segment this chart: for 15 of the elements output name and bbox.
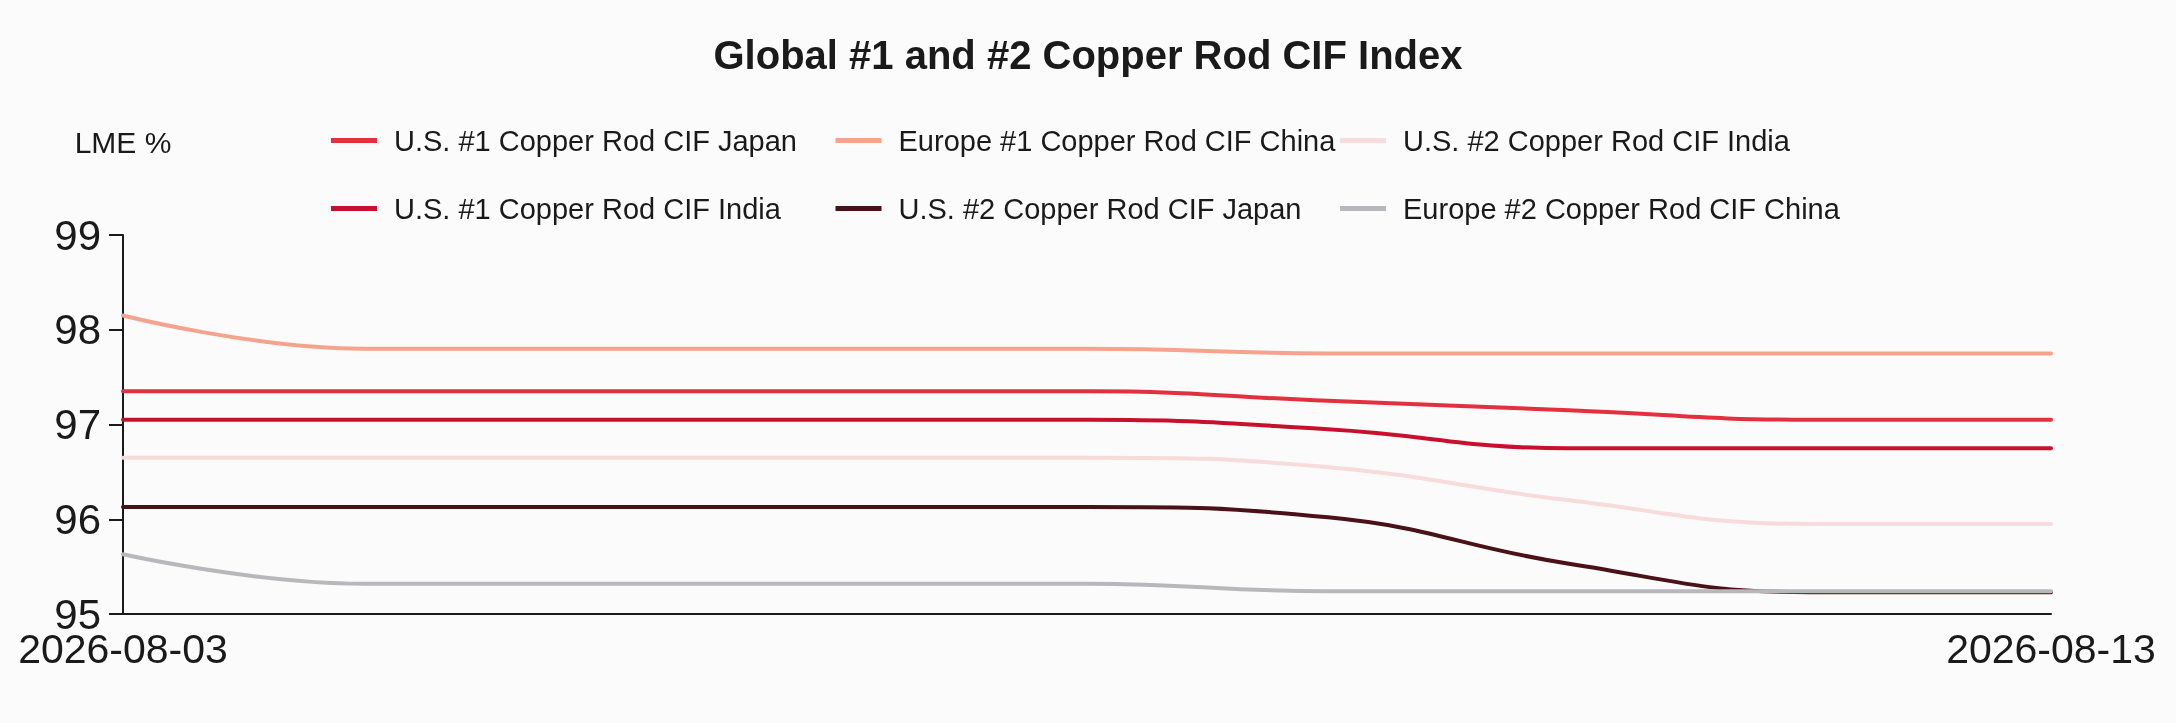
- line-series: [121, 455, 2053, 526]
- y-tick-label: 97: [54, 401, 101, 448]
- y-axis-title: LME %: [74, 125, 172, 159]
- x-tick-label: 2026-08-13: [1946, 625, 2156, 672]
- legend-label: U.S. #2 Copper Rod CIF India: [1403, 124, 1791, 157]
- legend-label: U.S. #1 Copper Rod CIF India: [394, 192, 782, 225]
- legend-label: Europe #1 Copper Rod CIF China: [898, 124, 1337, 157]
- y-tick-label: 98: [54, 306, 101, 354]
- legend-label: U.S. #2 Copper Rod CIF Japan: [898, 192, 1302, 225]
- legend-label: U.S. #1 Copper Rod CIF Japan: [394, 124, 797, 157]
- legend-label: Europe #2 Copper Rod CIF China: [1403, 192, 1841, 225]
- chart-title: Global #1 and #2 Copper Rod CIF Index: [713, 33, 1463, 77]
- y-tick-label: 99: [54, 211, 101, 259]
- y-tick-label: 96: [54, 495, 101, 543]
- line-series: [121, 389, 2053, 422]
